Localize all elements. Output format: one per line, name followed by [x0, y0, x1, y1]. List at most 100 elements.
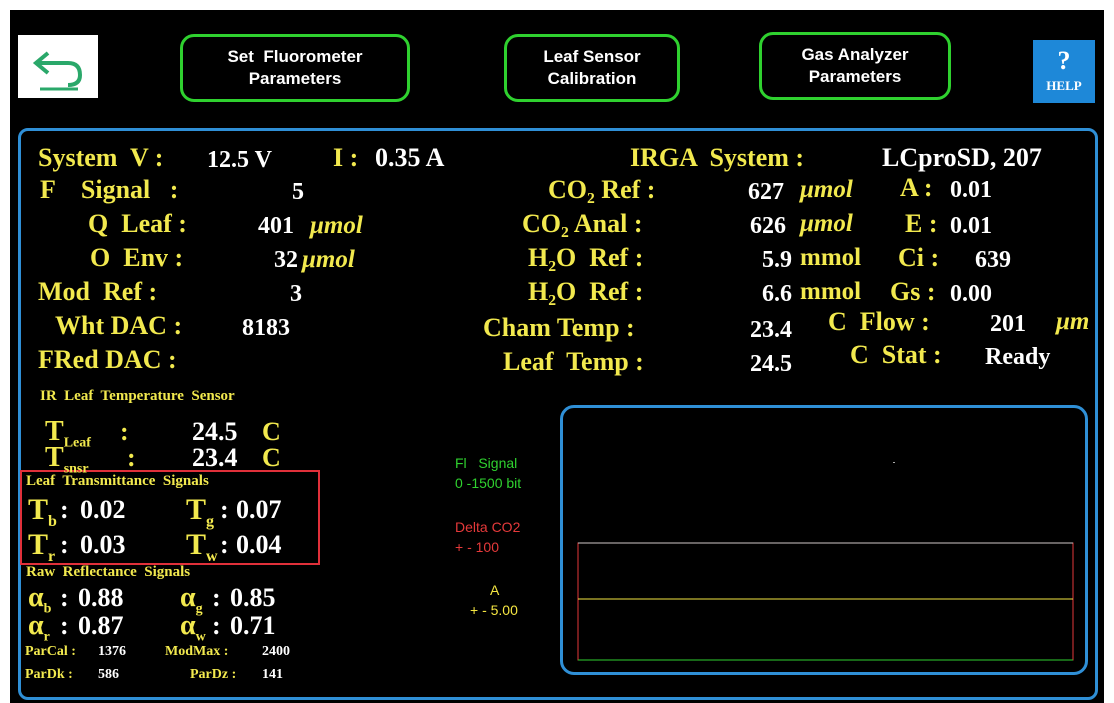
unit: mmol	[800, 244, 862, 271]
label: ParDz :	[190, 666, 237, 682]
label: Cham Temp :	[483, 313, 635, 343]
help-button[interactable]: ? HELP	[1033, 40, 1095, 103]
symbol-letter: T	[186, 528, 207, 561]
label: CO₂ Ref :	[548, 175, 656, 205]
label: Gs :	[890, 277, 936, 307]
symbol-letter: T	[28, 493, 49, 526]
button-line: Leaf Sensor	[543, 47, 641, 66]
label: CO₂ Anal :	[522, 209, 643, 239]
symbol-letter: α	[180, 582, 196, 614]
symbol: TLeaf	[45, 415, 91, 460]
symbol: αb	[28, 581, 51, 626]
value: 401	[258, 212, 294, 239]
label: E :	[905, 209, 938, 239]
label: A :	[900, 173, 933, 203]
label: IRGA System :	[630, 143, 805, 173]
value: 23.4	[192, 443, 238, 473]
value: 141	[262, 666, 283, 682]
symbol: αr	[28, 609, 50, 654]
co2-trace-box	[577, 542, 1074, 661]
symbol-sub: b	[43, 601, 52, 617]
label: Wht DAC :	[55, 311, 183, 341]
separator: :	[60, 530, 69, 560]
value: 0.71	[230, 611, 276, 641]
back-button[interactable]	[18, 35, 98, 98]
transmittance-box	[20, 470, 320, 565]
section-title: Raw Reflectance Signals	[26, 564, 191, 580]
symbol-sub: w	[206, 548, 218, 565]
separator: :	[60, 495, 69, 525]
symbol: Tr	[28, 527, 55, 575]
calibration-button[interactable]: Leaf Sensor Calibration	[504, 34, 680, 102]
value: 0.04	[236, 530, 282, 560]
separator: :	[120, 417, 129, 447]
symbol-letter: α	[28, 582, 44, 614]
symbol: Tw	[186, 527, 218, 575]
separator: :	[60, 583, 69, 613]
value: 1376	[98, 643, 126, 659]
value: 8183	[242, 314, 290, 341]
label: C Stat :	[850, 340, 942, 370]
label: C Flow :	[828, 307, 930, 337]
value: 0.03	[80, 530, 126, 560]
value: 5.9	[762, 246, 792, 273]
symbol-letter: α	[28, 610, 44, 642]
value: 12.5 V	[207, 146, 272, 173]
symbol-letter: α	[180, 610, 196, 642]
value: 0.00	[950, 280, 992, 307]
value: LCproSD, 207	[882, 143, 1042, 173]
separator: :	[212, 611, 221, 641]
value: 627	[748, 178, 784, 205]
unit: C	[262, 417, 281, 447]
gas-analyzer-button[interactable]: Gas Analyzer Parameters	[759, 32, 951, 100]
label: O Env :	[90, 243, 184, 273]
button-line: Parameters	[248, 69, 342, 88]
symbol-letter: T	[45, 442, 64, 474]
value: Ready	[985, 343, 1051, 370]
section-title: IR Leaf Temperature Sensor	[40, 388, 235, 404]
symbol-letter: T	[186, 493, 207, 526]
unit: C	[262, 443, 281, 473]
button-line: Parameters	[808, 67, 902, 86]
label: System V :	[38, 143, 164, 173]
legend-name: Fl Signal	[455, 454, 518, 471]
symbol-sub: snsr	[63, 461, 89, 477]
label: Mod Ref :	[38, 277, 158, 307]
separator: :	[220, 495, 229, 525]
value: 0.01	[950, 212, 992, 239]
screen: Set Fluorometer Parameters Leaf Sensor C…	[10, 10, 1104, 703]
unit: μmol	[800, 176, 853, 203]
value: 0.88	[78, 583, 124, 613]
legend-range: 0 -1500 bit	[455, 474, 522, 491]
symbol: αg	[180, 581, 203, 626]
button-line: Gas Analyzer	[801, 45, 909, 64]
symbol-sub: g	[206, 513, 215, 530]
value: 5	[292, 178, 304, 205]
symbol-sub: g	[195, 601, 203, 617]
value: 0.01	[950, 176, 992, 203]
legend-range: + - 100	[455, 538, 499, 555]
value: 201	[990, 310, 1026, 337]
symbol-letter: T	[45, 416, 64, 448]
legend-name: Delta CO2	[455, 518, 521, 535]
unit: μmol	[310, 212, 363, 239]
help-icon: ?	[1057, 46, 1071, 75]
separator: :	[220, 530, 229, 560]
back-arrow	[32, 51, 83, 91]
symbol-sub: b	[48, 513, 57, 530]
value: 626	[750, 212, 786, 239]
fluorometer-button[interactable]: Set Fluorometer Parameters	[180, 34, 410, 102]
graph-traces	[577, 462, 1074, 661]
label: ParCal :	[25, 643, 76, 659]
label: ModMax :	[165, 643, 229, 659]
symbol-sub: w	[195, 629, 206, 645]
unit: μm	[1056, 308, 1090, 335]
legend-range: + - 5.00	[470, 601, 518, 618]
value: 24.5	[192, 417, 238, 447]
value: 0.35 A	[375, 143, 445, 173]
value: 3	[290, 280, 302, 307]
label: H₂O Ref :	[528, 243, 644, 273]
value: 0.85	[230, 583, 276, 613]
separator: :	[212, 583, 221, 613]
